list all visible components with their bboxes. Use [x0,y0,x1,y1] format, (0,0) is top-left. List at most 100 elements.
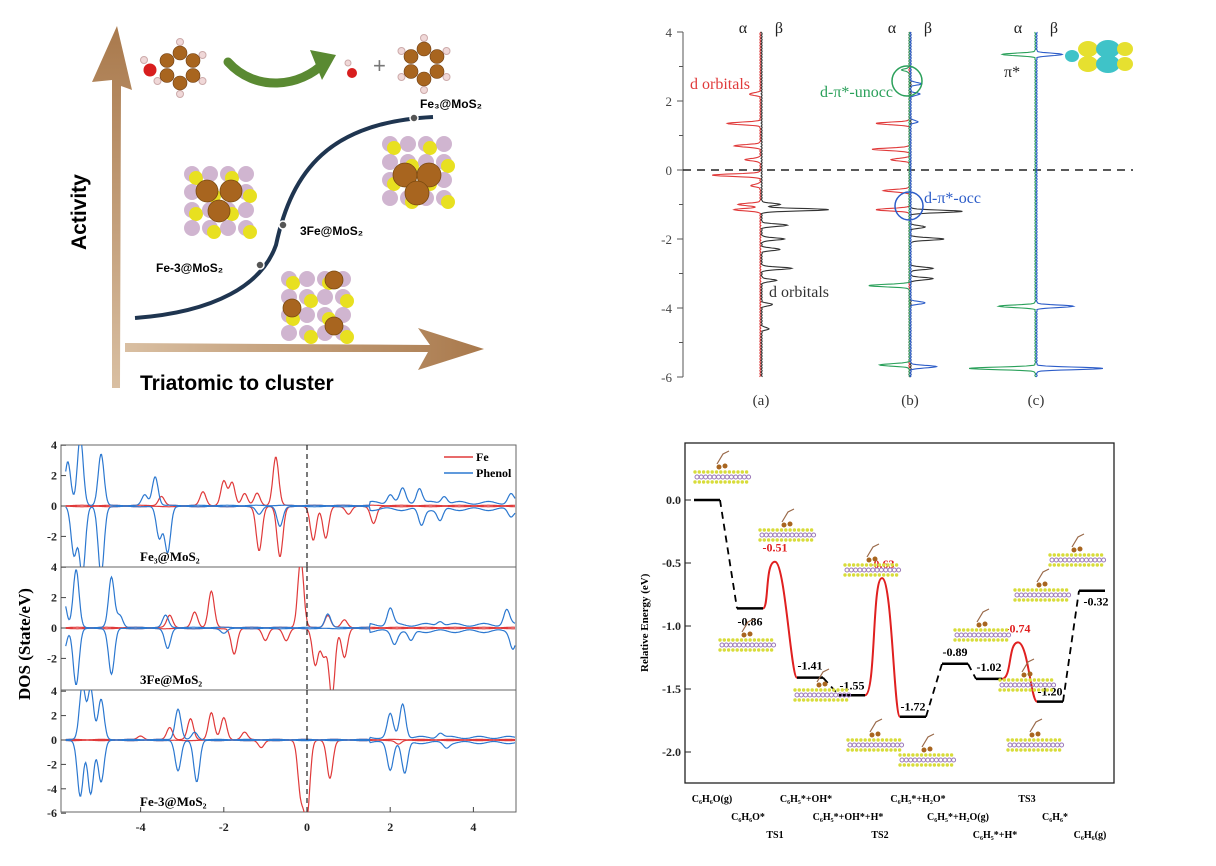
dos-curve [868,31,911,378]
mo-atom [857,567,863,573]
mo-atom [1092,557,1098,563]
s-atom [844,698,849,702]
y-axis-label: DOS (State/eV) [15,588,34,700]
mo-atom [719,642,725,648]
mo-atom [925,757,931,763]
s-atom [1065,563,1069,567]
s-atom [793,698,797,702]
adsorbate [1021,658,1035,673]
s-atom [801,688,806,692]
alpha-label: α [739,20,748,37]
energy-value-label: -1.20 [1038,685,1063,699]
s-atom [876,738,880,742]
s-atom [718,638,722,642]
s-atom [810,698,814,702]
c-atom [403,64,419,79]
s-atom [1014,748,1019,752]
s-atom [937,753,941,757]
s-atom [387,141,401,155]
mo-atom [873,742,879,748]
h-atom [140,56,148,64]
mo-atom [860,742,866,748]
benzene-molecule-image [397,34,451,94]
s-atom [1043,598,1047,602]
mo-atom [1046,742,1052,748]
mo-atom [1044,592,1050,598]
mo-atom [772,532,778,538]
s-atom [854,748,859,752]
x-axis-arrow [125,328,484,370]
mo-atom [988,632,994,638]
beta-label: β [1050,20,1058,37]
s-atom [1019,738,1023,742]
point-marker-fe3 [409,113,419,123]
mo-atom [844,567,850,573]
s-atom [761,648,765,652]
mo-atom [736,642,742,648]
c-atom [429,64,445,79]
c-atom [429,49,445,64]
mo-atom [942,757,948,763]
mo-atom [1101,557,1107,563]
mo-atom [759,532,765,538]
mo-atom [382,190,398,206]
s-atom [1034,588,1039,592]
s-atom [726,638,731,642]
mo-atom [741,474,747,480]
s-atom [897,738,902,742]
s-atom [846,738,850,742]
mo-atom [1014,592,1020,598]
s-atom [1013,598,1017,602]
s-atom [1030,598,1034,602]
fe-atom [747,631,753,637]
fe-atom [787,521,793,527]
mo-atom [745,642,751,648]
s-atom [1048,563,1052,567]
adsorbate [976,608,990,623]
s-atom [897,748,902,752]
s-atom [758,538,762,542]
mo-atom [999,682,1005,688]
s-atom [893,738,897,742]
s-atom [1060,588,1065,592]
s-atom [735,638,739,642]
fe-atom [282,298,302,318]
s-atom [1004,638,1009,642]
fe-atom [1042,581,1048,587]
mo-atom [789,532,795,538]
x-category-label: C₆H₆* [1042,812,1068,823]
s-atom [1032,688,1037,692]
s-atom [970,638,974,642]
mo-atom [908,757,914,763]
s-atom [1049,688,1054,692]
s-atom [1030,588,1034,592]
fe-atom [1071,547,1077,553]
s-atom [723,480,727,484]
fe-atom [1035,731,1041,737]
s-atom [1027,738,1032,742]
energy-value-label: -1.41 [798,659,823,673]
s-atom [949,753,954,757]
s-atom [243,189,257,203]
s-atom [769,638,774,642]
s-atom [961,628,966,632]
mo-atom [1020,742,1026,748]
s-atom [1036,738,1040,742]
y-tick-label: -6 [47,806,57,820]
x-category-label: C₆H₅*+OH*+H* [813,812,884,823]
mo-atom [1016,682,1022,688]
energy-profile-content: 0.0-0.5-1.0-1.5-2.0C₆H₆O(g)-0.86C₆H₆O*-0… [662,450,1109,841]
mo-atom [846,692,852,698]
mo-atom [881,742,887,748]
s-atom [771,538,775,542]
s-atom [286,276,300,290]
s-atom [987,628,992,632]
dashed-connector [1062,590,1080,702]
s-atom [1015,678,1019,682]
s-atom [1019,688,1024,692]
h-atom [420,86,428,94]
h-atom [153,77,162,85]
s-atom [1024,688,1028,692]
s-atom [806,688,810,692]
s-atom [869,573,873,577]
